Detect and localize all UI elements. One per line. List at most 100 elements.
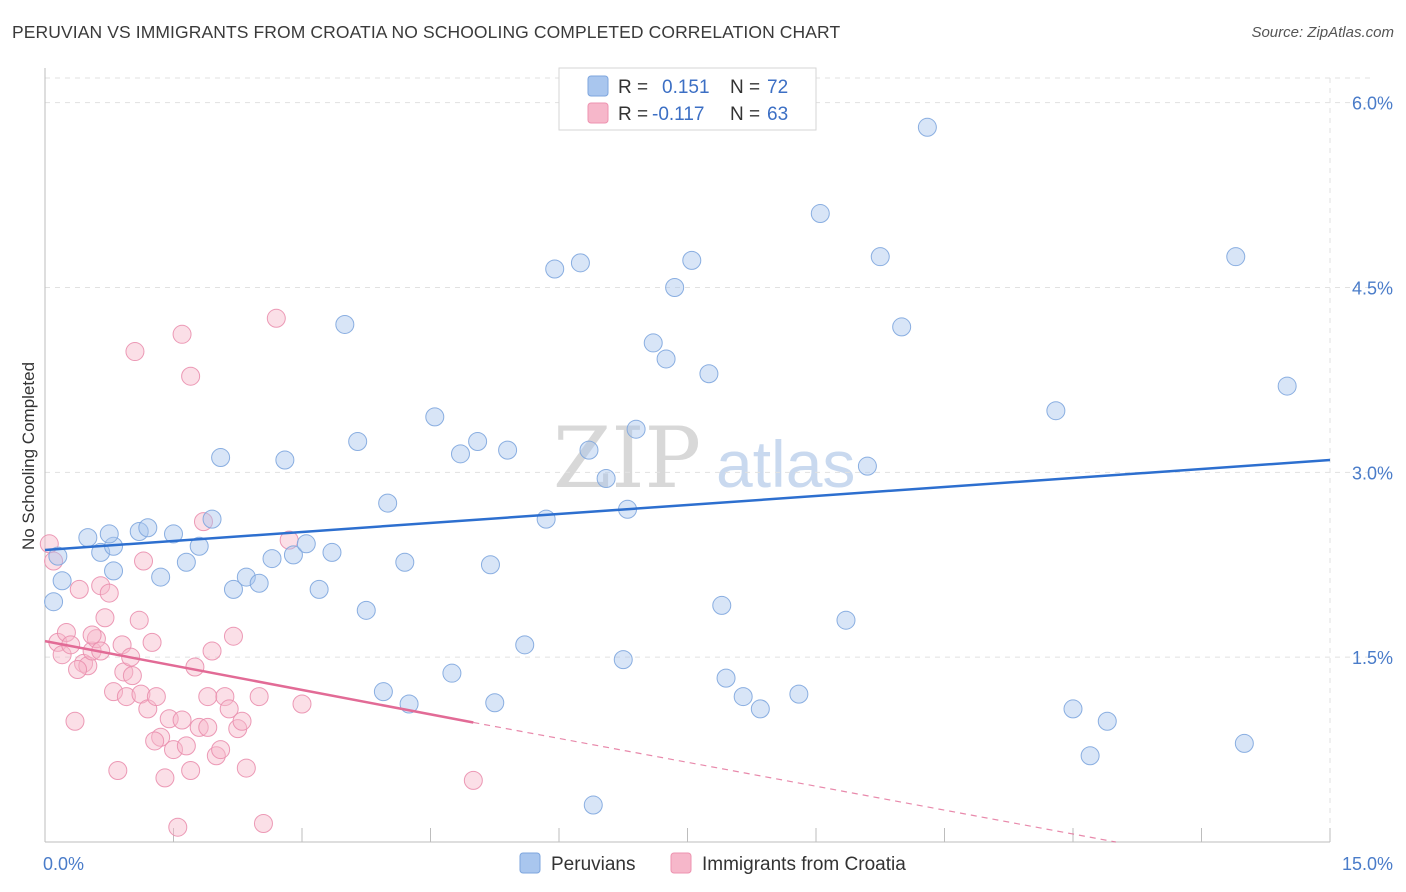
croatia-point-35 bbox=[181, 761, 201, 781]
croatia-point-31 bbox=[164, 740, 183, 760]
peruvians-point-48 bbox=[656, 349, 676, 369]
croatia-point-34 bbox=[176, 736, 196, 756]
x-tick-labels: 0.0% 15.0% bbox=[43, 854, 1393, 874]
peruvians-point-17 bbox=[262, 549, 282, 569]
peruvians-point-58 bbox=[836, 610, 856, 630]
chart-title: PERUVIAN VS IMMIGRANTS FROM CROATIA NO S… bbox=[12, 22, 841, 42]
peruvians-point-9 bbox=[164, 524, 183, 544]
peruvians-point-20 bbox=[296, 534, 316, 554]
peruvians-point-65 bbox=[1080, 746, 1100, 766]
peruvians-point-53 bbox=[716, 668, 736, 688]
trend-line-croatia-extension bbox=[473, 721, 1116, 843]
peruvians-point-0 bbox=[44, 592, 64, 612]
croatia-point-42 bbox=[211, 740, 231, 760]
peruvians-point-38 bbox=[536, 509, 556, 529]
y-tick-labels: 1.5% 3.0% 4.5% 6.0% bbox=[1352, 94, 1393, 669]
peruvians-point-12 bbox=[202, 509, 222, 529]
peruvians-point-33 bbox=[468, 432, 488, 452]
source-label: Source: ZipAtlas.com bbox=[1251, 24, 1394, 41]
x-tick-label-0: 0.0% bbox=[43, 854, 84, 874]
peruvians-point-4 bbox=[104, 561, 124, 581]
croatia-point-54 bbox=[172, 324, 192, 344]
peruvians-point-46 bbox=[626, 419, 646, 439]
peruvians-point-52 bbox=[712, 595, 732, 615]
peruvians-point-28 bbox=[395, 552, 415, 572]
peruvians-point-54 bbox=[733, 687, 753, 707]
peruvians-point-51 bbox=[699, 364, 719, 384]
peruvians-point-64 bbox=[1063, 699, 1083, 719]
croatia-point-49 bbox=[249, 687, 269, 707]
croatia-point-45 bbox=[223, 626, 243, 646]
peruvians-point-71 bbox=[99, 524, 119, 544]
peruvians-point-57 bbox=[810, 204, 830, 224]
peruvians-point-26 bbox=[373, 682, 393, 702]
peruvians-point-10 bbox=[176, 552, 196, 572]
peruvians-point-40 bbox=[570, 253, 590, 273]
peruvians-point-35 bbox=[485, 693, 505, 713]
croatia-point-59 bbox=[122, 666, 142, 686]
peruvians-point-25 bbox=[356, 600, 376, 620]
peruvians-point-36 bbox=[498, 440, 518, 460]
bottom-legend-swatch-croatia bbox=[670, 852, 692, 874]
bottom-legend-label-croatia: Immigrants from Croatia bbox=[702, 854, 906, 875]
y-tick-label-2: 4.5% bbox=[1352, 278, 1393, 298]
croatia-point-53 bbox=[292, 694, 312, 714]
legend-n-label-2: N = bbox=[730, 104, 760, 125]
croatia-point-61 bbox=[145, 731, 165, 751]
y-tick-label-1: 3.0% bbox=[1352, 463, 1393, 483]
croatia-point-24 bbox=[134, 551, 154, 571]
croatia-point-40 bbox=[202, 641, 222, 661]
series-croatia-points bbox=[39, 308, 483, 837]
croatia-point-44 bbox=[219, 699, 239, 719]
croatia-point-32 bbox=[168, 817, 188, 837]
croatia-point-13 bbox=[95, 608, 115, 628]
croatia-point-48 bbox=[236, 758, 256, 778]
peruvians-point-30 bbox=[425, 407, 445, 427]
croatia-point-50 bbox=[253, 814, 273, 834]
y-tick-label-0: 1.5% bbox=[1352, 648, 1393, 668]
peruvians-point-23 bbox=[335, 314, 355, 334]
peruvians-point-55 bbox=[750, 699, 770, 719]
peruvians-point-37 bbox=[515, 635, 535, 655]
x-tick-label-1: 15.0% bbox=[1342, 854, 1393, 874]
peruvians-point-49 bbox=[665, 277, 685, 297]
watermark: ZIP atlas bbox=[553, 409, 855, 507]
peruvians-point-31 bbox=[442, 663, 462, 683]
bottom-legend: Peruvians Immigrants from Croatia bbox=[519, 852, 906, 875]
croatia-point-43 bbox=[215, 687, 235, 707]
croatia-point-39 bbox=[198, 687, 218, 707]
peruvians-point-18 bbox=[275, 450, 295, 470]
top-legend: R = 0.151 N = 72 R = -0.117 N = 63 bbox=[558, 67, 817, 131]
peruvians-point-7 bbox=[138, 518, 158, 538]
croatia-point-21 bbox=[125, 342, 145, 362]
croatia-point-4 bbox=[56, 623, 76, 643]
watermark-zip: ZIP bbox=[553, 409, 701, 507]
croatia-point-29 bbox=[155, 768, 175, 788]
y-axis-label: No Schooling Completed bbox=[19, 362, 38, 550]
peruvians-point-8 bbox=[151, 567, 171, 587]
peruvians-point-22 bbox=[322, 542, 342, 562]
peruvians-point-61 bbox=[892, 317, 912, 337]
peruvians-point-66 bbox=[1097, 711, 1117, 731]
peruvians-point-62 bbox=[917, 117, 937, 137]
croatia-point-55 bbox=[181, 366, 201, 386]
series-peruvians-points bbox=[44, 117, 1297, 815]
bottom-legend-swatch-peruvians bbox=[519, 852, 541, 874]
peruvians-point-56 bbox=[789, 684, 809, 704]
peruvians-point-19 bbox=[283, 545, 303, 565]
legend-swatch-blue bbox=[587, 75, 609, 97]
watermark-atlas: atlas bbox=[716, 427, 855, 501]
peruvians-point-59 bbox=[857, 456, 877, 476]
peruvians-point-34 bbox=[480, 555, 500, 575]
croatia-point-27 bbox=[146, 687, 166, 707]
peruvians-point-42 bbox=[583, 795, 603, 815]
trend-line-croatia bbox=[44, 639, 474, 724]
croatia-point-26 bbox=[142, 632, 162, 652]
croatia-point-9 bbox=[78, 656, 98, 676]
legend-r-label-1: R = bbox=[618, 77, 648, 98]
trend-line-peruvians bbox=[44, 458, 1331, 552]
croatia-point-51 bbox=[266, 308, 286, 328]
croatia-point-57 bbox=[82, 625, 102, 645]
peruvians-point-13 bbox=[211, 448, 231, 468]
